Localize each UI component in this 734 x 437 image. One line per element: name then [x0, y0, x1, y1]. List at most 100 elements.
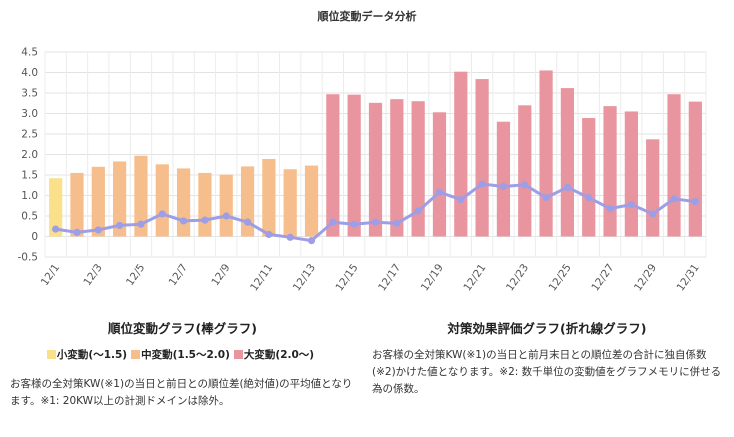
y-tick-label: 4.5 [21, 47, 38, 59]
bar [283, 169, 297, 237]
x-tick-label: 12/23 [504, 262, 531, 294]
bar [347, 94, 361, 237]
bar [624, 111, 638, 237]
bar [432, 112, 447, 237]
left-panel: 順位変動グラフ(棒グラフ) 小変動(〜1.5) 中変動(1.5〜2.0) 大変動(2… [10, 318, 355, 410]
x-tick-label: 12/19 [419, 262, 446, 294]
bar [113, 161, 127, 237]
line-point [307, 237, 316, 245]
line-point [116, 221, 124, 230]
line-point [542, 193, 550, 202]
line-point [585, 193, 593, 202]
x-tick-label: 12/13 [291, 262, 318, 294]
line-point [499, 182, 508, 191]
bar [240, 166, 255, 237]
x-tick-label: 12/15 [333, 262, 360, 294]
line-point [478, 180, 486, 188]
bar [496, 121, 511, 237]
line-point [329, 218, 337, 226]
bar [155, 164, 169, 237]
line-point [73, 228, 81, 236]
line-point [222, 212, 230, 220]
line-point [243, 218, 252, 226]
chart-title: 順位変動データ分析 [317, 10, 417, 23]
bar [411, 101, 425, 237]
bar [667, 94, 681, 237]
bar [176, 168, 191, 237]
bar [603, 106, 617, 237]
line-point [649, 210, 657, 218]
bar [134, 155, 148, 237]
legend-swatch [233, 350, 243, 359]
y-tick-label: 1.0 [21, 190, 38, 202]
x-tick-label: 12/31 [675, 262, 702, 294]
legend-item: 大変動(2.0〜) [233, 347, 315, 362]
y-tick-label: 0.5 [21, 211, 38, 223]
bar [262, 159, 276, 237]
x-tick-label: 12/25 [547, 262, 574, 294]
legend-label: 中変動(1.5〜2.0) [141, 349, 230, 361]
bar [454, 71, 468, 237]
x-tick-label: 12/11 [248, 262, 275, 294]
legend-label: 大変動(2.0〜) [243, 349, 315, 361]
y-tick-label: 2.0 [21, 149, 38, 161]
line-point [521, 181, 529, 189]
bar [198, 172, 212, 237]
line-point [457, 196, 465, 204]
bar [368, 102, 383, 237]
legend-swatch [46, 350, 56, 359]
x-tick-label: 12/1 [39, 262, 62, 288]
line-point [350, 220, 358, 228]
bar [518, 105, 532, 237]
line-point [265, 230, 273, 239]
line-point [414, 207, 422, 215]
x-tick-label: 12/5 [124, 262, 147, 288]
x-tick-label: 12/27 [589, 262, 616, 294]
left-panel-title: 順位変動グラフ(棒グラフ) [108, 321, 257, 336]
bar [91, 166, 105, 237]
line-point [201, 216, 209, 224]
x-tick-label: 12/29 [632, 262, 659, 294]
y-tick-label: 3.0 [21, 108, 38, 120]
bar [219, 174, 233, 237]
left-panel-note: お客様の全対策KW(※1)の当日と前日との順位差(絶対値)の平均値となります。※… [10, 378, 353, 407]
bar [49, 178, 63, 237]
bar-legend: 小変動(〜1.5) 中変動(1.5〜2.0) 大変動(2.0〜) [10, 347, 355, 362]
line-point [691, 198, 699, 206]
line-point [627, 200, 635, 209]
line-point [286, 233, 294, 241]
x-tick-label: 12/7 [167, 262, 190, 288]
line-point [435, 188, 444, 196]
bar [70, 172, 84, 237]
legend-item: 中変動(1.5〜2.0) [131, 347, 230, 362]
right-panel-note: お客様の全対策KW(※1)の当日と前月末日との順位差の合計に独自係数(※2)かけ… [372, 349, 722, 395]
x-tick-label: 12/9 [209, 262, 232, 288]
y-tick-label: -0.5 [18, 252, 39, 264]
legend-swatch [131, 350, 141, 359]
line-point [158, 210, 166, 218]
rank-change-chart: -0.5 0 0.5 1.0 1.5 2.0 2.5 3.0 3.5 4.0 4.5 12/1 12/3… [18, 47, 707, 294]
legend-label: 小変動(〜1.5) [56, 349, 128, 361]
right-panel-title: 対策効果評価グラフ(折れ線グラフ) [447, 321, 647, 336]
x-tick-label: 12/17 [376, 262, 403, 294]
x-tick-label: 12/21 [461, 262, 488, 294]
bar [688, 101, 702, 237]
right-panel: 対策効果評価グラフ(折れ線グラフ) お客様の全対策KW(※1)の当日と前月末日と… [372, 318, 722, 398]
line-point [563, 183, 572, 191]
bar [390, 99, 404, 237]
bar [326, 94, 340, 237]
bar [475, 79, 489, 237]
bar [560, 88, 575, 237]
line-point [137, 220, 145, 228]
y-tick-label: 0 [31, 231, 38, 243]
legend-item: 小変動(〜1.5) [46, 347, 128, 362]
line-point [179, 217, 188, 225]
bar [646, 139, 660, 237]
y-tick-label: 2.5 [21, 129, 38, 141]
line-point [670, 195, 678, 203]
bar [582, 118, 596, 237]
y-tick-label: 3.5 [21, 88, 38, 100]
y-tick-label: 4.0 [21, 67, 38, 79]
y-tick-label: 1.5 [21, 170, 38, 182]
bar [539, 70, 553, 237]
